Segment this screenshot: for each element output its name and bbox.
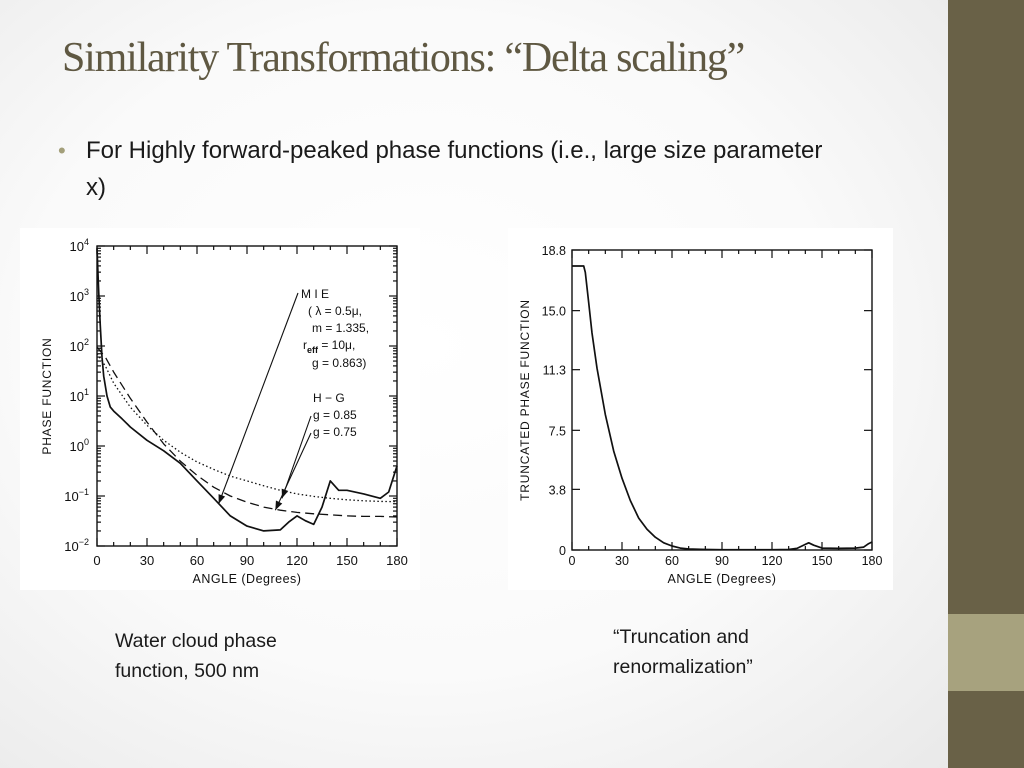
annotation-arrow-mie-head xyxy=(218,494,226,504)
y-tick-label: 10−2 xyxy=(64,537,89,554)
y-tick-label: 10−1 xyxy=(64,487,89,504)
slide-title: Similarity Transformations: “Delta scali… xyxy=(62,35,745,81)
annotation-arrow-hg085-head xyxy=(281,488,289,499)
chart-panel xyxy=(20,228,420,590)
mie-curve-solid xyxy=(96,248,398,532)
x-tick-label: 150 xyxy=(336,553,358,568)
x-axis-title: ANGLE (Degrees) xyxy=(193,572,302,586)
bullet-dot: • xyxy=(58,138,66,163)
annotation-mie-title: M I E xyxy=(301,287,329,301)
hg-curve-g085-dashed xyxy=(96,346,398,518)
y-tick-label: 0 xyxy=(559,544,566,558)
caption-truncation: “Truncation and renormalization” xyxy=(613,626,753,678)
x-tick-label: 180 xyxy=(862,554,883,568)
x-axis-title: ANGLE (Degrees) xyxy=(668,572,777,586)
truncated-phase-curve xyxy=(572,265,873,551)
annotation-hg-g075: g = 0.75 xyxy=(313,425,357,439)
annotation-hg-g085: g = 0.85 xyxy=(313,408,357,422)
y-tick-label: 101 xyxy=(70,387,89,404)
annotation-arrow-hg075 xyxy=(274,432,312,511)
x-tick-label: 120 xyxy=(286,553,308,568)
x-tick-label: 120 xyxy=(762,554,783,568)
y-tick-label: 18.8 xyxy=(542,244,566,258)
x-tick-label: 30 xyxy=(140,553,154,568)
y-tick-label: 11.3 xyxy=(543,364,566,378)
y-tick-label: 104 xyxy=(70,237,89,254)
y-tick-label: 7.5 xyxy=(549,424,566,438)
y-axis-title: PHASE FUNCTION xyxy=(40,337,54,454)
annotation-arrow-hg075-head xyxy=(275,500,283,511)
y-tick-label: 100 xyxy=(70,437,89,454)
x-tick-label: 0 xyxy=(93,553,100,568)
annotation-mie-g: g = 0.863) xyxy=(312,356,366,370)
y-axis-title: TRUNCATED PHASE FUNCTION xyxy=(518,299,532,501)
annotation-arrow-mie xyxy=(218,292,299,504)
chart-panel xyxy=(508,228,893,590)
caption-water-cloud: Water cloud phase function, 500 nm xyxy=(115,630,277,682)
x-tick-label: 90 xyxy=(240,553,254,568)
annotation-mie-reff: reff = 10μ, xyxy=(303,338,355,355)
x-tick-label: 0 xyxy=(569,554,576,568)
x-tick-label: 60 xyxy=(665,554,679,568)
y-tick-label: 15.0 xyxy=(542,305,566,319)
truncated-phase-function-chart: 0 30 60 90 120 150 180 0 3.8 7.5 11.3 15.0 18.8 ANGLE… xyxy=(508,228,893,590)
decorative-sidebar-accent xyxy=(948,614,1024,691)
y-tick-label: 103 xyxy=(70,287,89,304)
mie-phase-function-chart: 0 30 60 90 120 150 180 104 103 102 101 100 10−1 10−2 A… xyxy=(20,228,420,590)
x-tick-label: 30 xyxy=(615,554,629,568)
annotation-hg-title: H − G xyxy=(313,391,345,405)
x-tick-label: 60 xyxy=(190,553,204,568)
x-tick-label: 180 xyxy=(386,553,408,568)
bullet-text: For Highly forward-peaked phase function… xyxy=(86,137,823,201)
x-tick-label: 150 xyxy=(812,554,833,568)
x-tick-label: 90 xyxy=(715,554,729,568)
annotation-mie-index: m = 1.335, xyxy=(312,321,369,335)
annotation-mie-lambda: ( λ = 0.5μ, xyxy=(308,304,362,318)
y-tick-label: 102 xyxy=(70,337,89,354)
y-tick-label: 3.8 xyxy=(549,483,566,497)
